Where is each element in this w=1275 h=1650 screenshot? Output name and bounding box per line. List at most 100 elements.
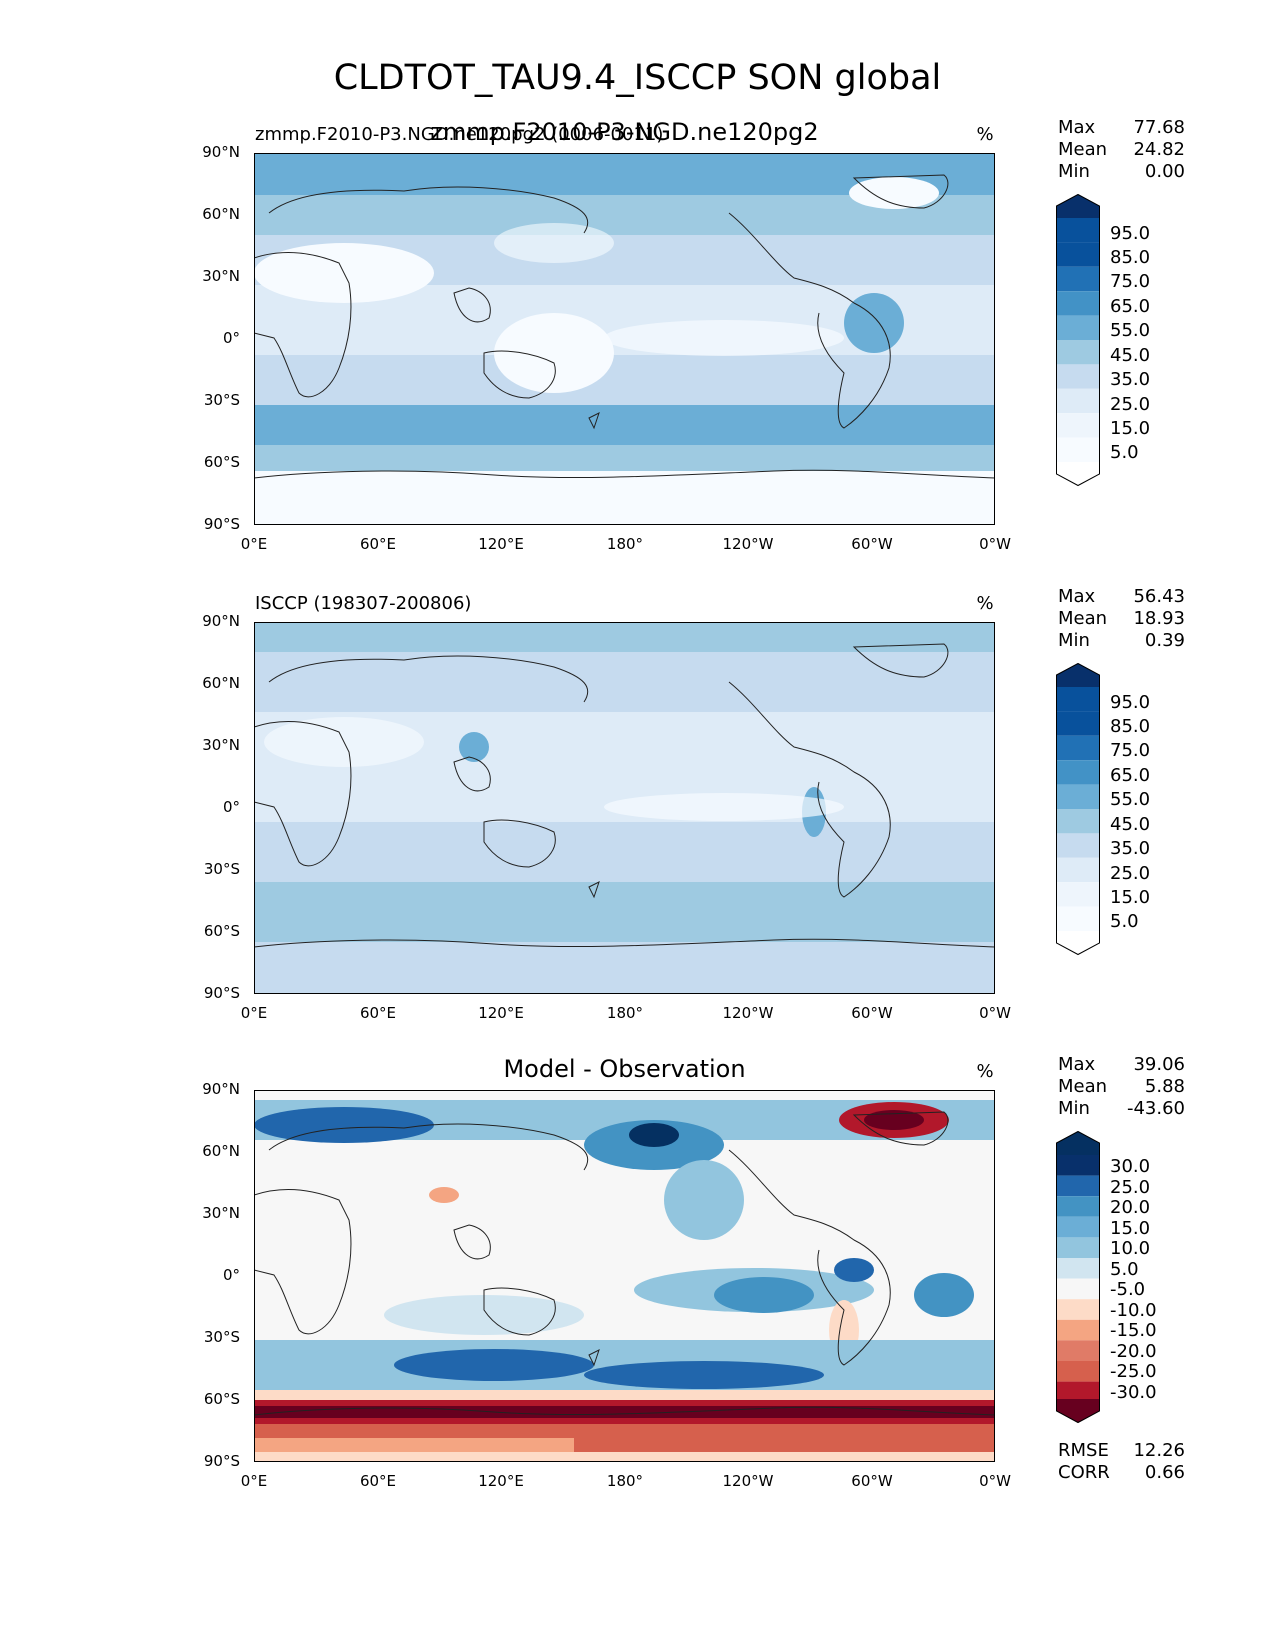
lat-tick: 60°S [203,1390,240,1408]
lat-tick: 90°S [203,515,240,533]
lat-tick: 60°S [203,922,240,940]
stat-max-label: Max [1058,586,1096,607]
colorbar-tick: 55.0 [1110,320,1151,341]
lat-tick: 30°S [203,1328,240,1346]
panel-model: zmmp.F2010-P3.NGD.ne120pg2 (0006-0011) z… [0,0,1275,560]
lat-tick: 30°S [203,860,240,878]
lon-tick: 0°W [979,535,1011,553]
colorbar-model [1056,193,1102,494]
lon-tick: 120°E [478,1472,524,1490]
lon-tick: 120°W [722,1472,774,1490]
colorbar-tick: 10.0 [1110,1238,1151,1259]
lon-tick: 60°E [359,535,397,553]
lon-tick: 0°E [240,1472,268,1490]
colorbar-tick: 5.0 [1110,442,1139,463]
colorbar-tick: -30.0 [1110,1382,1157,1403]
lat-tick: 90°N [202,143,240,161]
stat-max-value: 39.06 [1133,1054,1185,1075]
lat-tick: 0° [222,329,240,347]
stat-min-value: 0.00 [1144,161,1185,182]
colorbar-tick: 5.0 [1110,1259,1139,1280]
lat-tick: 60°S [203,453,240,471]
colorbar-tick: 30.0 [1110,1156,1151,1177]
panel-diff-center-title: Model - Observation [503,1055,746,1083]
colorbar-tick: -5.0 [1110,1279,1146,1300]
panel-diff-units: % [976,1061,994,1082]
stat-max-label: Max [1058,1054,1096,1075]
lat-tick: 30°N [202,1204,240,1222]
stat-mean-value: 24.82 [1133,139,1185,160]
stat-min-value: 0.39 [1144,630,1185,651]
figure-title: CLDTOT_TAU9.4_ISCCP SON global [333,58,942,98]
panel-model-units: % [976,124,994,145]
lon-tick: 60°E [359,1004,397,1022]
lat-tick: 60°N [202,1142,240,1160]
metric-rmse-label: RMSE [1058,1440,1109,1461]
lat-tick: 30°S [203,391,240,409]
colorbar-tick: 75.0 [1110,740,1151,761]
lon-tick: 120°E [478,535,524,553]
stat-mean-label: Mean [1058,608,1108,629]
colorbar-tick: 35.0 [1110,369,1151,390]
stat-min-value: -43.60 [1126,1098,1185,1119]
lat-tick: 90°N [202,612,240,630]
colorbar-tick: 55.0 [1110,789,1151,810]
lat-tick: 30°N [202,736,240,754]
colorbar-tick: 15.0 [1110,887,1151,908]
colorbar-tick: 75.0 [1110,271,1151,292]
panel-obs-left-title: ISCCP (198307-200806) [255,593,472,614]
lon-tick: 0°W [979,1472,1011,1490]
lon-tick: 60°W [851,535,893,553]
colorbar-tick: 95.0 [1110,692,1151,713]
colorbar-tick: 25.0 [1110,394,1151,415]
lat-tick: 90°S [203,1452,240,1470]
stat-mean-value: 5.88 [1144,1076,1185,1097]
lon-tick: 0°E [240,1004,268,1022]
lon-tick: 180° [606,1004,644,1022]
map-observation [254,622,995,994]
colorbar-tick: 45.0 [1110,814,1151,835]
lon-tick: 0°E [240,535,268,553]
colorbar-tick: 25.0 [1110,1177,1151,1198]
colorbar-tick: 20.0 [1110,1197,1151,1218]
colorbar-difference [1056,1130,1102,1431]
stat-max-value: 56.43 [1133,586,1185,607]
panel-obs-units: % [976,593,994,614]
metric-corr-value: 0.66 [1144,1462,1185,1483]
panel-observation: ISCCP (198307-200806) % [202,586,1185,1022]
panel-model-center-title: zmmp.F2010-P3-NGD.ne120pg2 [430,118,819,146]
stat-mean-value: 18.93 [1133,608,1185,629]
lon-tick: 120°E [478,1004,524,1022]
colorbar-tick: 85.0 [1110,716,1151,737]
panel-difference: Model - Observation % [202,1054,1185,1490]
colorbar-tick: 5.0 [1110,911,1139,932]
lon-tick: 180° [606,535,644,553]
colorbar-tick: 15.0 [1110,418,1151,439]
colorbar-tick: 35.0 [1110,838,1151,859]
lat-tick: 0° [222,798,240,816]
lat-tick: 60°N [202,674,240,692]
map-difference [254,1090,995,1462]
lat-tick: 30°N [202,267,240,285]
lon-tick: 60°W [851,1472,893,1490]
lat-tick: 60°N [202,205,240,223]
lon-tick: 0°W [979,1004,1011,1022]
lat-tick: 90°N [202,1080,240,1098]
stat-max-label: Max [1058,117,1096,138]
stat-min-label: Min [1058,630,1090,651]
colorbar-tick: 85.0 [1110,247,1151,268]
colorbar-tick: 65.0 [1110,296,1151,317]
colorbar-tick: 45.0 [1110,345,1151,366]
lon-tick: 60°W [851,1004,893,1022]
colorbar-tick: 25.0 [1110,863,1151,884]
colorbar-tick: -20.0 [1110,1341,1157,1362]
lon-tick: 120°W [722,535,774,553]
lon-tick: 180° [606,1472,644,1490]
panel-model-left-title: zmmp.F2010-P3.NGD.ne120pg2 (0006-0011) [255,124,664,145]
lon-tick: 60°E [359,1472,397,1490]
metric-rmse-value: 12.26 [1133,1440,1185,1461]
colorbar-tick: 95.0 [1110,223,1151,244]
colorbar-tick: 65.0 [1110,765,1151,786]
colorbar-tick: -15.0 [1110,1320,1157,1341]
metric-corr-label: CORR [1058,1462,1110,1483]
